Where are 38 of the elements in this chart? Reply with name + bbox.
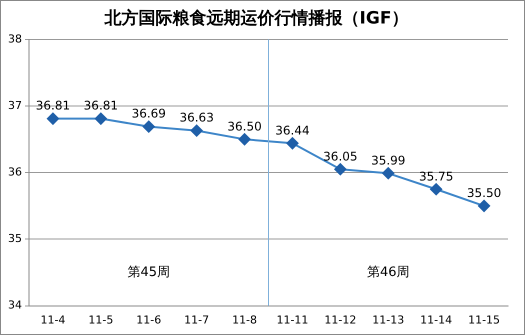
point <box>94 112 107 125</box>
data-label: 36.50 <box>227 119 262 134</box>
y-tick-label: 36 <box>8 165 22 178</box>
data-label: 35.50 <box>466 186 502 200</box>
annotation: 第46周 <box>366 264 410 280</box>
point <box>190 124 203 137</box>
data-label: 35.75 <box>418 169 454 184</box>
point <box>478 200 490 212</box>
data-label: 36.44 <box>275 123 310 138</box>
x-tick-label: 11-4 <box>40 313 66 326</box>
point <box>430 183 442 196</box>
data-label: 35.99 <box>371 153 406 168</box>
x-tick-label: 11-5 <box>88 313 114 326</box>
x-tick-label: 11-15 <box>468 313 500 326</box>
data-label: 36.81 <box>84 98 118 113</box>
x-tick-label: 11-13 <box>372 313 404 326</box>
y-tick-label: 34 <box>8 298 22 312</box>
x-tick-label: 11-8 <box>232 313 258 326</box>
y-tick-label: 35 <box>8 232 22 246</box>
point <box>334 163 346 176</box>
x-tick-label: 11-12 <box>324 313 356 326</box>
x-tick-label: 11-14 <box>420 313 452 326</box>
x-tick-label: 11-11 <box>276 313 308 326</box>
point <box>286 137 298 150</box>
annotation: 第45周 <box>127 264 170 280</box>
x-tick-label: 11-6 <box>136 313 162 326</box>
y-tick-label: 37 <box>8 98 22 112</box>
data-label: 36.05 <box>323 149 358 164</box>
chart-title: 北方国际粮食远期运价行情播报（IGF） <box>104 8 408 29</box>
point <box>46 112 59 125</box>
data-label: 36.63 <box>179 110 214 125</box>
point <box>142 120 155 133</box>
point <box>238 133 251 146</box>
data-label: 36.81 <box>36 98 70 113</box>
point <box>382 167 394 180</box>
data-label: 36.69 <box>132 106 166 121</box>
y-tick-label: 38 <box>8 32 22 46</box>
x-tick-label: 11-7 <box>184 313 210 326</box>
